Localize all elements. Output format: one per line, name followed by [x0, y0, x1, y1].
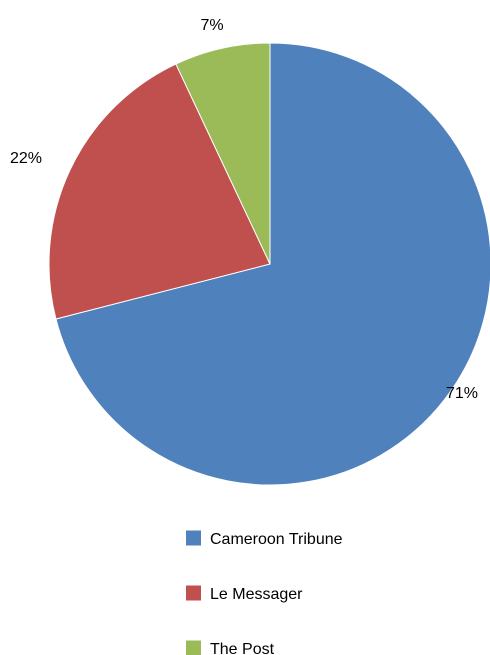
legend-label: Le Messager [210, 586, 303, 603]
data-label-le-messager: 22% [10, 150, 42, 167]
data-label-cameroon-tribune: 71% [446, 385, 478, 402]
legend-swatch [186, 640, 201, 655]
legend-item-cameroon-tribune: Cameroon Tribune [186, 530, 343, 548]
pie-data-labels: 71% 22% 7% [10, 17, 478, 402]
pie-slice-the-post [175, 42, 271, 265]
data-label-the-post: 7% [200, 17, 223, 34]
legend-item-le-messager: Le Messager [186, 585, 303, 603]
pie-slices [48, 42, 490, 486]
legend-swatch [186, 530, 201, 546]
legend-label: Cameroon Tribune [210, 531, 343, 548]
legend-label: The Post [210, 641, 275, 655]
pie-slice-cameroon-tribune [55, 42, 490, 486]
legend-item-the-post: The Post [186, 640, 275, 655]
pie-slice-le-messager [48, 63, 271, 320]
legend-swatch [186, 585, 201, 601]
legend: Cameroon Tribune Le Messager The Post [186, 530, 343, 655]
